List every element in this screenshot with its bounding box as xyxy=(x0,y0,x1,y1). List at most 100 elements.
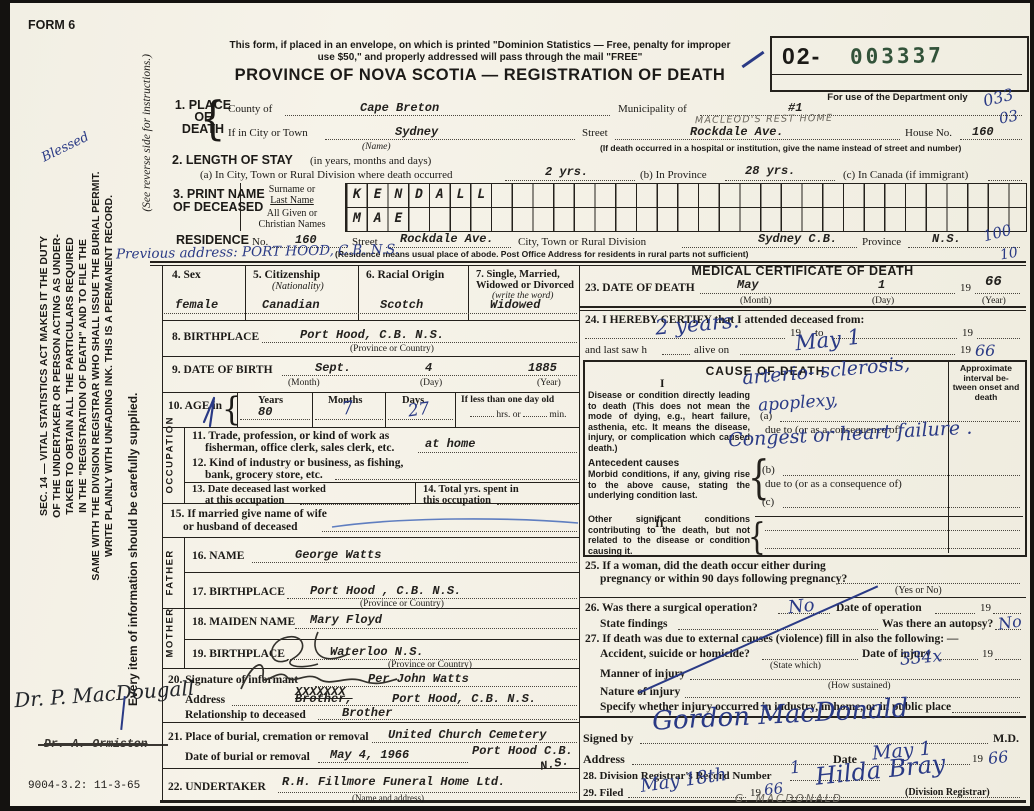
s15-label-2: or husband of deceased xyxy=(183,521,298,533)
dotted-line xyxy=(765,548,1020,549)
mother-name-value: Mary Floyd xyxy=(310,613,383,627)
dob-label: 9. DATE OF BIRTH xyxy=(172,364,273,376)
informant-address-label: Address xyxy=(185,694,226,706)
dotted-line xyxy=(783,507,1020,508)
res-city-label: City, Town or Rural Division xyxy=(518,236,647,248)
county-value: Cape Breton xyxy=(360,101,440,115)
s26-label: 26. Was there a surgical operation? xyxy=(585,602,758,614)
registrar-pencil-note: G. MACDONALD xyxy=(735,793,843,805)
res-city-value: Sydney C.B. xyxy=(758,232,838,246)
undertaker-note: (Name and address) xyxy=(352,793,424,803)
s11-value: at home xyxy=(425,437,476,451)
signed-year-handwritten: 66 xyxy=(987,746,1010,769)
dotted-line xyxy=(662,354,690,355)
dotted-line xyxy=(262,342,577,343)
brace: { xyxy=(748,515,766,558)
date-of-death-label: 23. DATE OF DEATH xyxy=(585,282,695,294)
line xyxy=(579,716,1026,718)
record-number-label: 28. Division Registrar's Record Number xyxy=(583,770,772,782)
line xyxy=(184,639,579,641)
s1-label-line: DEATH xyxy=(181,122,225,136)
father-birthplace-value: Port Hood , C.B. N.S. xyxy=(310,584,462,598)
line xyxy=(245,265,247,320)
statute-line: IN THE "REGISTRATION OF DEATH" AND TO FI… xyxy=(77,239,89,513)
ink-stroke xyxy=(331,518,579,528)
informant-address-value: Port Hood, C.B. N.S. xyxy=(392,692,537,706)
dotted-line xyxy=(232,705,577,706)
line xyxy=(162,722,579,724)
brace: { xyxy=(222,390,242,429)
age-days-label: Days xyxy=(402,395,425,406)
nature-injury-label: Nature of injury xyxy=(600,686,681,698)
supplied-note: Every item of information should be care… xyxy=(126,392,140,706)
age-months-label: Months xyxy=(328,395,363,406)
dotted-line xyxy=(838,583,1020,584)
s11-label-1: 11. Trade, profession, or kind of work a… xyxy=(192,430,390,442)
birthplace-note: (Province or Country) xyxy=(350,344,434,354)
dotted-line xyxy=(505,180,635,181)
roman-two: II xyxy=(655,518,664,530)
struck-address-word: XXXXXXX Brother, xyxy=(295,685,353,706)
line xyxy=(150,264,1026,266)
roman-one: I xyxy=(660,378,665,390)
accident-label: Accident, suicide or homicide? xyxy=(600,648,750,660)
s27-label: 27. If death was due to external causes … xyxy=(585,633,959,645)
dotted-line xyxy=(790,797,1020,798)
form-title: PROVINCE OF NOVA SCOTIA — REGISTRATION O… xyxy=(234,66,726,84)
burial-place-value-2: Port Hood C.B. xyxy=(472,744,573,758)
dotted-line xyxy=(335,479,577,480)
given-names-label: All Given or Christian Names xyxy=(244,208,340,230)
age-years-label: Years xyxy=(258,395,284,406)
statute-line: TAKER TO OBTAIN ALL THE PARTICULARS REQU… xyxy=(64,237,76,515)
antecedent-paragraph: Morbid conditions, if any, giving rise t… xyxy=(588,469,750,500)
specify-label: Specify whether injury occurred in indus… xyxy=(600,701,952,713)
dotted-line xyxy=(780,421,1020,422)
last-saw-year-handwritten: 66 xyxy=(975,341,996,360)
dotted-line xyxy=(322,531,577,532)
statute-line: SAME WITH THE DIVISION REGISTRAR WHO SHA… xyxy=(90,171,102,581)
dotted-line xyxy=(995,629,1021,630)
s2b-value: 28 yrs. xyxy=(745,164,796,178)
line xyxy=(385,392,387,427)
line xyxy=(358,265,360,320)
struck-word: Brother, xyxy=(295,692,353,706)
s2a-value: 2 yrs. xyxy=(545,165,589,179)
s12-label-1: 12. Kind of industry or business, as fis… xyxy=(192,457,404,469)
dotted-line xyxy=(678,629,878,630)
s2-title: 2. LENGTH OF STAY xyxy=(172,153,293,167)
print-code: 9004-3.2: 11-3-65 xyxy=(28,780,141,792)
s2-subtitle: (in years, months and days) xyxy=(310,155,432,167)
mother-birthplace-value: Waterloo N.S. xyxy=(330,645,424,659)
line xyxy=(755,516,1023,518)
citizenship-sub: (Nationality) xyxy=(272,281,324,292)
dotted-line xyxy=(628,797,746,798)
s2a-label: (a) In City, Town or Rural Division wher… xyxy=(200,169,453,181)
serial-box: 02- 003337 xyxy=(770,36,1029,92)
given-names-letter-boxes: MAE xyxy=(345,207,1027,232)
cause-title: CAUSE OF DEATH xyxy=(705,364,826,378)
injury-code-handwritten: 334x xyxy=(899,646,943,670)
s3-label-line: 3. PRINT NAME xyxy=(173,187,265,201)
dotted-line xyxy=(940,659,978,660)
cause-of-death-box xyxy=(583,360,1027,557)
filed-date-handwritten: May 18th xyxy=(638,764,728,797)
death-year-value: 66 xyxy=(985,274,1002,290)
s11-label-2: fisherman, office clerk, sales clerk, et… xyxy=(205,442,395,454)
line xyxy=(162,265,164,802)
dotted-line xyxy=(995,659,1021,660)
dotted-line xyxy=(993,613,1021,614)
cause-b-label: (b) xyxy=(762,464,775,476)
dotted-line xyxy=(272,247,347,248)
dotted-line xyxy=(300,504,410,505)
informant-label: 20. Signature of informant xyxy=(168,674,299,686)
state-findings-label: State findings xyxy=(600,618,668,630)
dotted-line xyxy=(285,115,610,116)
residence-note: (Residence means usual place of abode. P… xyxy=(335,249,749,259)
dotted-line xyxy=(240,419,310,420)
surname-value: KENDALL xyxy=(353,187,499,202)
s1-label-line: OF xyxy=(194,110,212,124)
physician-address-label: Address xyxy=(583,752,625,766)
alive-on-label: alive on xyxy=(694,344,730,356)
citizenship-value: Canadian xyxy=(262,298,320,312)
